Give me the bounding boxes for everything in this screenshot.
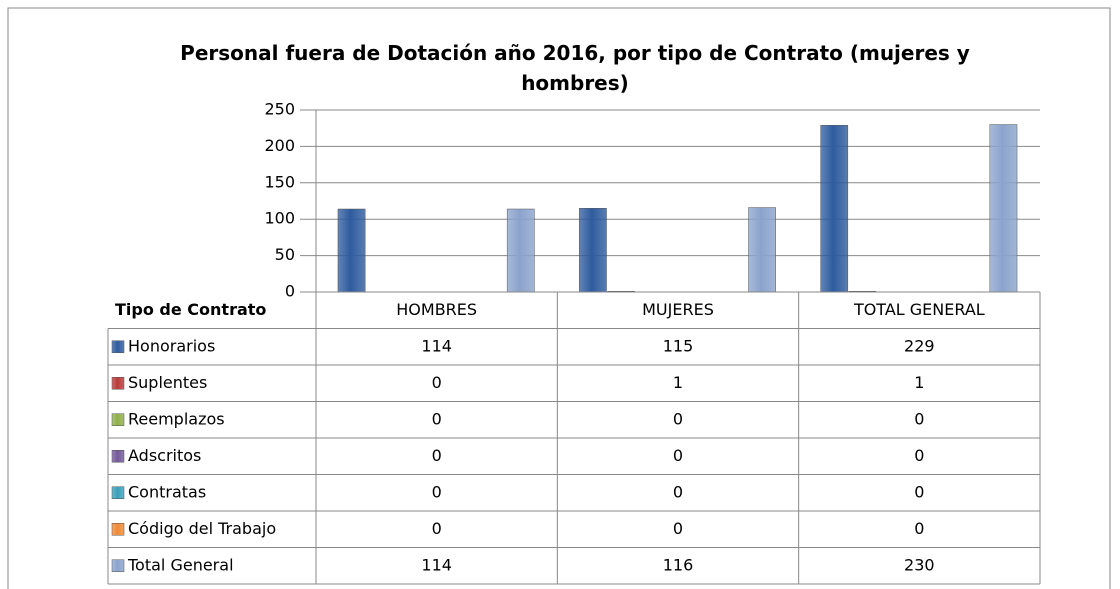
x-tick-label: TOTAL GENERAL [853,300,985,319]
table-value: 0 [673,519,683,538]
y-tick-label: 200 [264,136,295,155]
y-tick-label: 0 [285,282,295,301]
table-value: 0 [432,519,442,538]
table-value: 114 [421,336,452,355]
table-value: 0 [914,519,924,538]
legend-label: Total General [127,555,234,574]
bar [506,208,535,293]
table-header: Tipo de Contrato [115,300,266,319]
chart-border [7,7,1111,589]
bar [337,208,366,293]
table-value: 115 [663,336,694,355]
y-tick-label: 250 [264,100,295,119]
table-value: 0 [432,409,442,428]
legend-key [111,450,125,463]
legend-key [111,486,125,499]
bar [989,124,1018,293]
table-value: 230 [904,555,935,574]
table-value: 229 [904,336,935,355]
legend-label: Contratas [128,482,206,501]
legend-key [111,523,125,536]
legend-key [111,340,125,353]
legend-key [111,377,125,390]
legend-key [111,559,125,572]
legend-label: Reemplazos [128,409,225,428]
table-value: 0 [432,446,442,465]
x-tick-label: MUJERES [642,300,714,319]
table-value: 1 [914,373,924,392]
table-value: 0 [673,409,683,428]
table-value: 0 [914,409,924,428]
x-tick-label: HOMBRES [396,300,477,319]
table-value: 116 [663,555,694,574]
table-value: 0 [914,446,924,465]
y-tick-label: 150 [264,172,295,191]
legend-label: Honorarios [128,336,215,355]
legend-label: Suplentes [128,373,207,392]
legend-label: Código del Trabajo [128,519,276,538]
table-value: 0 [432,373,442,392]
legend-key [111,413,125,426]
table-value: 0 [673,482,683,501]
table-value: 1 [673,373,683,392]
chart-title: Personal fuera de Dotación año 2016, por… [180,41,970,95]
table-value: 0 [914,482,924,501]
y-tick-label: 100 [264,209,295,228]
table-value: 0 [673,446,683,465]
y-tick-label: 50 [275,245,295,264]
bar [579,208,607,293]
table-value: 0 [432,482,442,501]
bar [748,207,776,293]
legend-label: Adscritos [128,446,201,465]
table-value: 114 [421,555,452,574]
bar [820,125,849,293]
